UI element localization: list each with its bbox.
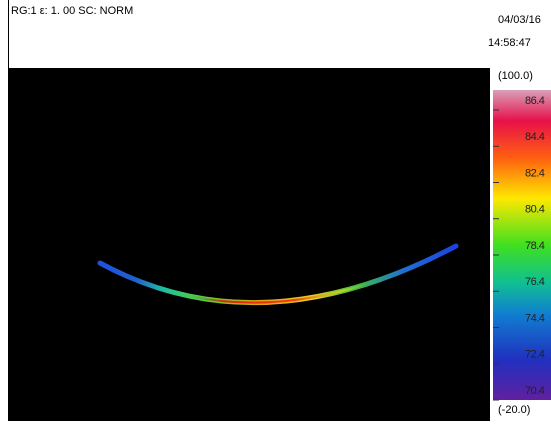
time: 14:58:47 [488, 37, 531, 49]
date: 04/03/16 [498, 14, 541, 26]
scale-max: (100.0) [498, 70, 533, 82]
scale-min: (-20.0) [498, 404, 530, 416]
thermal-screen: RG:1 ε: 1. 00 SC: NORM 04/03/16 14:58:47… [0, 0, 551, 421]
scale-label: 70.4 [525, 385, 545, 397]
scale-label: 76.4 [525, 276, 545, 288]
scale-label: 84.4 [525, 131, 545, 143]
status-text: RG:1 ε: 1. 00 SC: NORM [11, 5, 133, 17]
scale-label: 74.4 [525, 312, 545, 324]
scale-label: 86.4 [525, 95, 545, 107]
scale-label: 80.4 [525, 204, 545, 216]
scale-label: 82.4 [525, 167, 545, 179]
scale-label: 78.4 [525, 240, 545, 252]
scale-label: 72.4 [525, 349, 545, 361]
thermal-image [9, 68, 490, 421]
